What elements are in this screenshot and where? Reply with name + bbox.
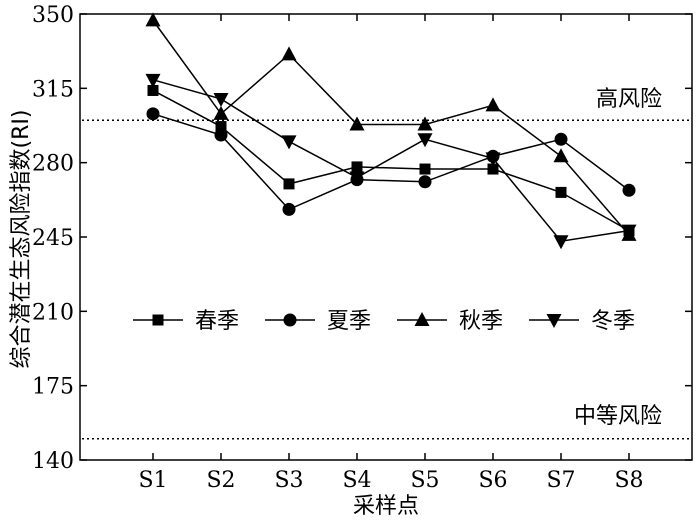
x-tick-label: S7 (546, 468, 575, 493)
y-tick-label: 350 (32, 3, 74, 28)
series-line (152, 113, 630, 211)
plot-frame (79, 13, 693, 461)
legend-label: 秋季 (459, 309, 503, 334)
data-point (487, 163, 499, 175)
data-point (146, 107, 160, 121)
y-tick-label: 315 (32, 77, 74, 102)
reference-line-label: 中等风险 (574, 404, 662, 429)
x-tick-label: S1 (138, 468, 167, 493)
series-line (152, 79, 630, 243)
data-point (417, 133, 433, 148)
data-point (349, 116, 365, 131)
y-tick-label: 210 (32, 300, 74, 325)
data-point (555, 186, 567, 198)
x-tick-label: S4 (342, 468, 371, 493)
data-point (419, 163, 431, 175)
legend-marker (414, 312, 430, 326)
data-point (214, 128, 228, 142)
series-line (152, 89, 630, 232)
data-point (281, 135, 297, 150)
legend-label: 春季 (195, 309, 239, 334)
data-point (282, 202, 296, 216)
data-point (621, 224, 637, 239)
y-tick-label: 175 (32, 375, 74, 400)
y-tick-label: 280 (32, 152, 74, 177)
data-point (281, 46, 297, 61)
x-axis-title: 采样点 (353, 494, 419, 519)
data-point (283, 178, 295, 190)
data-point (215, 121, 227, 133)
data-point (418, 175, 432, 189)
data-point (553, 148, 569, 163)
x-tick-label: S5 (410, 468, 439, 493)
legend-marker (546, 314, 562, 328)
data-point (417, 116, 433, 131)
y-tick-label: 140 (32, 449, 74, 474)
x-tick-label: S8 (614, 468, 643, 493)
x-tick-label: S2 (206, 468, 235, 493)
data-point (213, 92, 229, 107)
data-point (147, 84, 159, 96)
data-point (554, 132, 568, 146)
data-point (351, 161, 363, 173)
data-point (485, 97, 501, 112)
data-point (145, 73, 161, 88)
legend-marker (152, 314, 164, 326)
x-tick-label: S6 (478, 468, 507, 493)
legend-label: 夏季 (327, 309, 371, 334)
data-point (213, 105, 229, 120)
y-tick-label: 245 (32, 226, 74, 251)
data-point (553, 235, 569, 250)
y-axis-title: 综合潜在生态风险指数(RI) (9, 110, 34, 369)
data-point (485, 152, 501, 167)
x-tick-label: S3 (274, 468, 303, 493)
data-point (349, 171, 365, 186)
series-line (152, 19, 630, 236)
data-point (622, 183, 636, 197)
legend-marker (283, 313, 297, 327)
data-point (145, 12, 161, 27)
legend-label: 冬季 (591, 309, 635, 334)
reference-line-label: 高风险 (596, 87, 662, 112)
